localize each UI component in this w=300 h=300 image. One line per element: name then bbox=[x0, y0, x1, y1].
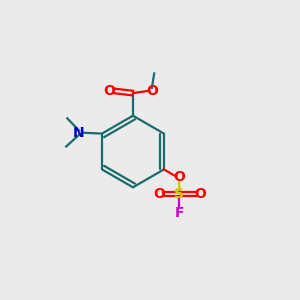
Text: F: F bbox=[175, 206, 184, 220]
Text: S: S bbox=[174, 187, 184, 201]
Text: O: O bbox=[146, 84, 158, 98]
Text: O: O bbox=[103, 84, 115, 98]
Text: O: O bbox=[153, 187, 165, 201]
Text: O: O bbox=[194, 187, 206, 201]
Text: N: N bbox=[73, 126, 85, 140]
Text: O: O bbox=[173, 170, 185, 184]
